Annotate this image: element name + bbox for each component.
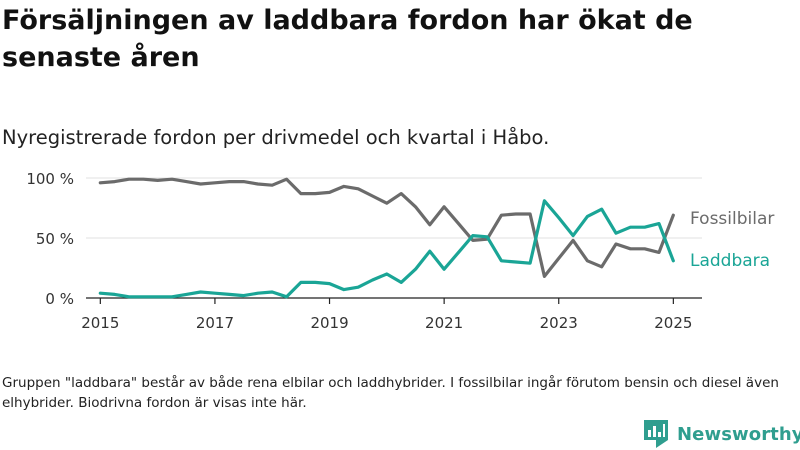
x-tick-label: 2015 (81, 314, 119, 332)
laddbara-series-label: Laddbara (690, 251, 770, 271)
newsworthy-bar-chart-icon (644, 420, 668, 448)
x-tick-label: 2017 (196, 314, 234, 332)
series-lines (98, 177, 675, 299)
labels: Fossilbilar Laddbara (690, 209, 774, 271)
y-tick-label: 100 % (26, 170, 74, 188)
axes: 0 % 50 % 100 % 2015 2017 2019 2021 2023 2025 (26, 170, 702, 332)
y-tick-label: 0 % (45, 290, 74, 308)
newsworthy-logo: Newsworthy (644, 420, 800, 448)
fossilbilar-series-line (98, 177, 675, 278)
x-tick-label: 2025 (654, 314, 692, 332)
logo-text: Newsworthy (677, 423, 800, 445)
x-tick-label: 2021 (425, 314, 463, 332)
x-tick-label: 2019 (310, 314, 348, 332)
x-tick-label: 2023 (540, 314, 578, 332)
grid-lines (86, 177, 702, 239)
line-chart: 0 % 50 % 100 % 2015 2017 2019 2021 2023 2025 Fos… (26, 170, 774, 332)
y-tick-label: 50 % (36, 230, 74, 248)
chart-title: Försäljningen av laddbara fordon har öka… (2, 5, 693, 73)
laddbara-series-line (98, 199, 675, 299)
chart-subtitle: Nyregistrerade fordon per drivmedel och … (2, 126, 550, 149)
footnote: Gruppen "laddbara" består av både rena e… (2, 375, 779, 411)
fossilbilar-series-label: Fossilbilar (690, 209, 774, 229)
